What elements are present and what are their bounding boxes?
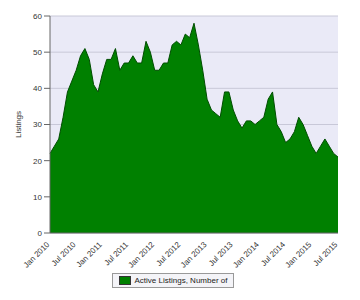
svg-text:Listings: Listings bbox=[14, 111, 23, 138]
svg-text:0: 0 bbox=[38, 229, 43, 238]
svg-text:50: 50 bbox=[33, 48, 42, 57]
svg-text:30: 30 bbox=[33, 120, 42, 129]
svg-text:Jan 2012: Jan 2012 bbox=[126, 240, 156, 270]
svg-text:Jan 2013: Jan 2013 bbox=[179, 240, 209, 270]
svg-text:60: 60 bbox=[33, 12, 42, 21]
svg-text:20: 20 bbox=[33, 157, 42, 166]
svg-text:40: 40 bbox=[33, 84, 42, 93]
svg-text:Jan 2011: Jan 2011 bbox=[75, 240, 105, 270]
svg-text:Jan 2010: Jan 2010 bbox=[22, 240, 52, 270]
svg-text:Jul 2013: Jul 2013 bbox=[206, 240, 235, 268]
svg-text:10: 10 bbox=[33, 193, 42, 202]
svg-text:Jan 2015: Jan 2015 bbox=[284, 240, 314, 270]
html-text:Active Listings, Number of: Active Listings, Number of bbox=[134, 276, 228, 285]
svg-text:Jul 2011: Jul 2011 bbox=[102, 240, 130, 268]
svg-text:Jul 2015: Jul 2015 bbox=[312, 240, 340, 268]
svg-text:Jul 2012: Jul 2012 bbox=[154, 240, 183, 268]
svg-text:Jan 2014: Jan 2014 bbox=[231, 240, 261, 270]
svg-text:Jul 2014: Jul 2014 bbox=[259, 240, 288, 268]
svg-text:Jul 2010: Jul 2010 bbox=[50, 240, 78, 268]
